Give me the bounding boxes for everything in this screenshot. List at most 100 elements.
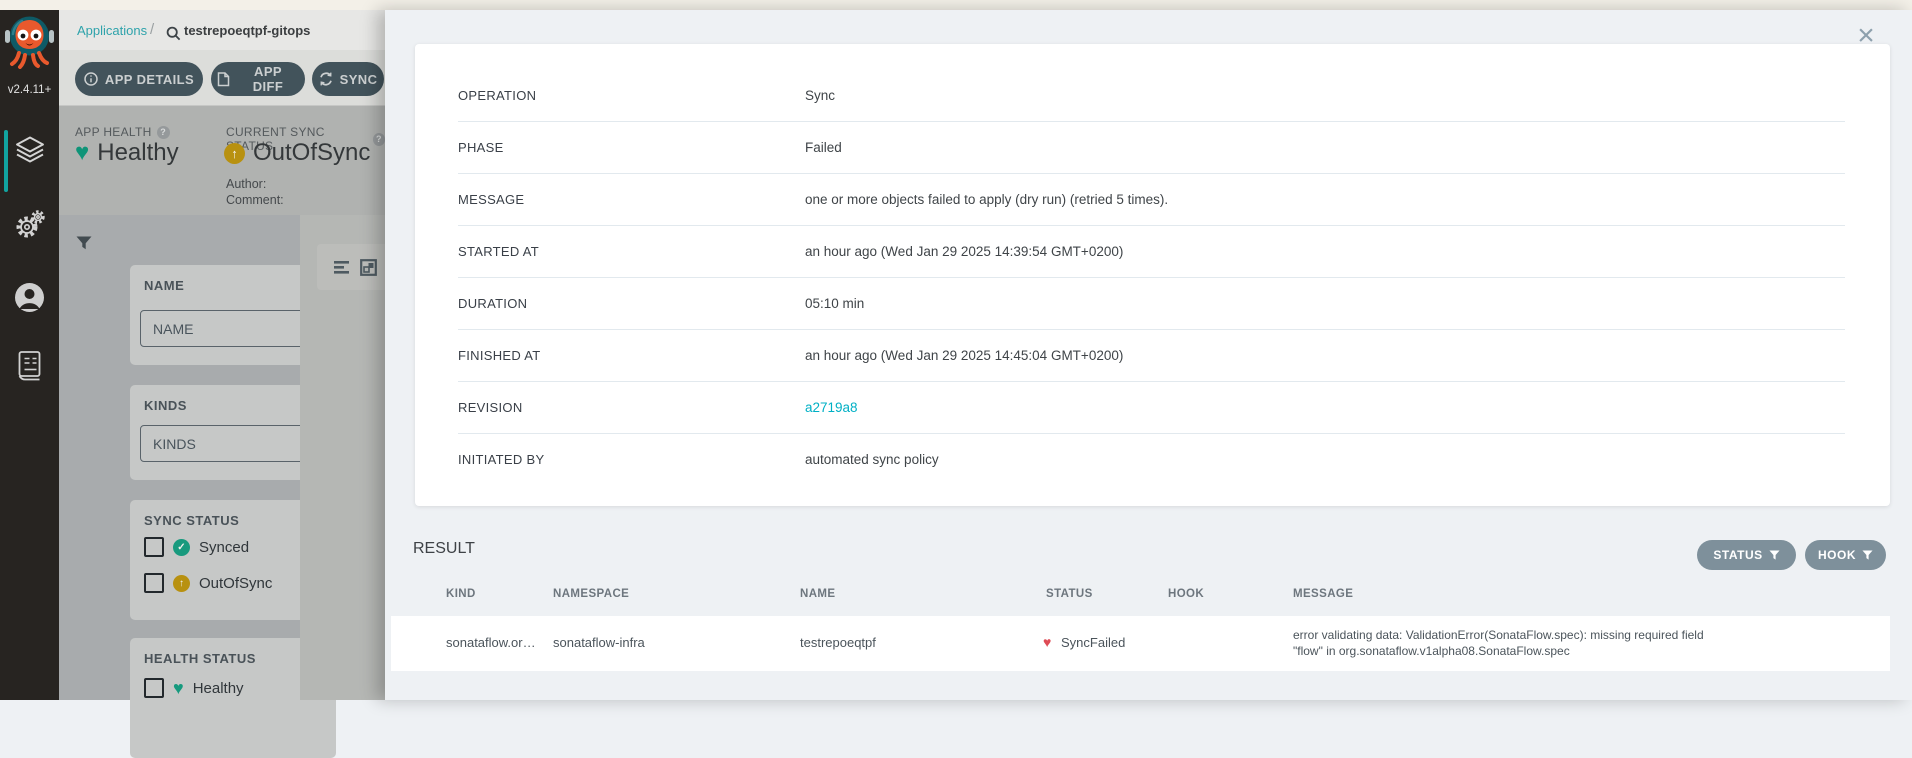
out-of-sync-arrow-icon: ↑ (224, 142, 245, 164)
healthy-label: Healthy (192, 679, 244, 697)
synced-check-icon: ✓ (173, 538, 190, 556)
network-view-icon[interactable] (360, 259, 377, 276)
active-nav-indicator (4, 130, 8, 192)
name-filter-input[interactable] (140, 310, 326, 347)
row-label: FINISHED AT (458, 348, 541, 363)
status-filter-label: STATUS (1713, 548, 1763, 562)
operation-summary-card: OPERATION Sync PHASE Failed MESSAGE one … (415, 44, 1890, 506)
version-label: v2.4.11+ (7, 84, 52, 96)
detail-row-operation: OPERATION Sync (458, 70, 1845, 122)
kinds-filter-input[interactable] (140, 425, 326, 462)
app-graph-area (300, 215, 385, 700)
sidebar-item-applications[interactable] (0, 136, 59, 164)
app-health-value: Healthy (97, 139, 179, 166)
healthy-checkbox[interactable] (144, 678, 164, 698)
app-details-button[interactable]: APP DETAILS (75, 62, 203, 96)
filter-item-healthy: ♥ Healthy 0 (144, 677, 322, 699)
search-icon (166, 26, 181, 41)
row-label: REVISION (458, 400, 523, 415)
sidebar-item-settings[interactable] (0, 208, 59, 240)
sync-status-filter-header: SYNC STATUS (144, 513, 240, 528)
breadcrumb-applications-link[interactable]: Applications (77, 23, 148, 38)
row-label: OPERATION (458, 88, 537, 103)
filters-sidebar: FILTERS NAME ▲ KINDS ▲ SYNC STATUS ▲ ✓ S… (59, 215, 336, 758)
file-icon (217, 71, 230, 87)
sidebar: v2.4.11+ (0, 10, 59, 700)
app-diff-button[interactable]: APP DIFF (211, 62, 305, 96)
funnel-icon (1769, 549, 1780, 561)
help-icon[interactable]: ? (372, 132, 385, 146)
healthy-heart-icon: ♥ (173, 678, 184, 698)
funnel-icon (1862, 549, 1873, 561)
detail-row-initiated-by: INITIATED BY automated sync policy (458, 434, 1845, 485)
outofsync-arrow-icon: ↑ (173, 574, 190, 592)
filter-item-synced: ✓ Synced 0 (144, 536, 322, 558)
sync-arrows-icon (319, 72, 333, 86)
sidebar-item-user[interactable] (0, 282, 59, 313)
synced-label: Synced (199, 538, 250, 556)
hook-filter-label: HOOK (1818, 548, 1856, 562)
status-filter-button[interactable]: STATUS (1697, 540, 1796, 570)
cell-message: error validating data: ValidationError(S… (1293, 627, 1704, 659)
column-header-hook: HOOK (1168, 588, 1205, 600)
info-icon (84, 72, 98, 86)
column-header-message: MESSAGE (1293, 588, 1354, 600)
detail-row-started-at: STARTED AT an hour ago (Wed Jan 29 2025 … (458, 226, 1845, 278)
row-value: an hour ago (Wed Jan 29 2025 14:45:04 GM… (805, 348, 1124, 363)
cell-status: SyncFailed (1061, 635, 1126, 650)
app-status-panel: APP HEALTH ? ♥ Healthy CURRENT SYNC STAT… (59, 105, 385, 313)
breadcrumb-app-name: testrepoeqtpf-gitops (184, 23, 311, 38)
breadcrumb: Applications / testrepoeqtpf-gitops (59, 10, 385, 51)
cell-kind: sonataflow.or… (446, 635, 536, 650)
help-icon[interactable]: ? (156, 125, 170, 139)
result-section-title: RESULT (413, 540, 475, 557)
cell-namespace: sonataflow-infra (553, 635, 645, 650)
result-table-row[interactable] (391, 616, 1890, 671)
revision-link[interactable]: a2719a8 (805, 400, 858, 415)
row-label: MESSAGE (458, 192, 525, 207)
row-label: INITIATED BY (458, 452, 545, 467)
filter-funnel-icon (76, 236, 92, 250)
hook-filter-button[interactable]: HOOK (1805, 540, 1886, 570)
graph-view-controls (317, 244, 395, 290)
detail-row-phase: PHASE Failed (458, 122, 1845, 174)
kinds-filter-header: KINDS (144, 398, 187, 413)
row-label: STARTED AT (458, 244, 540, 259)
row-value: automated sync policy (805, 452, 939, 467)
app-details-label: APP DETAILS (104, 71, 195, 87)
outofsync-checkbox[interactable] (144, 573, 164, 593)
detail-row-duration: DURATION 05:10 min (458, 278, 1845, 330)
author-label: Author: (226, 177, 267, 191)
app-health-label: APP HEALTH (75, 125, 152, 139)
gear-icon (14, 208, 46, 240)
argocd-logo (5, 13, 54, 69)
sync-button[interactable]: SYNC (312, 62, 384, 96)
row-label: PHASE (458, 140, 504, 155)
detail-row-revision: REVISION a2719a8 (458, 382, 1845, 434)
breadcrumb-separator: / (150, 21, 155, 38)
outofsync-label: OutOfSync (199, 574, 273, 592)
row-value: 05:10 min (805, 296, 865, 311)
column-header-kind: KIND (446, 588, 476, 600)
healthy-heart-icon: ♥ (75, 139, 90, 166)
column-header-name: NAME (800, 588, 836, 600)
filter-item-outofsync: ↑ OutOfSync 1 (144, 572, 322, 594)
list-view-icon[interactable] (334, 261, 350, 274)
health-status-filter-header: HEALTH STATUS (144, 651, 256, 666)
detail-row-finished-at: FINISHED AT an hour ago (Wed Jan 29 2025… (458, 330, 1845, 382)
detail-row-message: MESSAGE one or more objects failed to ap… (458, 174, 1845, 226)
message-line-1: error validating data: ValidationError(S… (1293, 628, 1704, 642)
row-value: Sync (805, 88, 836, 103)
name-filter-header: NAME (144, 278, 185, 293)
row-value: one or more objects failed to apply (dry… (805, 192, 1169, 207)
row-label: DURATION (458, 296, 528, 311)
top-strip (0, 0, 1912, 10)
sidebar-item-docs[interactable] (0, 350, 59, 381)
documentation-book-icon (16, 350, 43, 381)
sync-failed-heart-icon: ♥ (1043, 634, 1052, 650)
close-icon[interactable]: × (1857, 19, 1875, 52)
synced-checkbox[interactable] (144, 537, 164, 557)
sync-label: SYNC (339, 71, 378, 87)
column-header-status: STATUS (1046, 588, 1093, 600)
comment-label: Comment: (226, 193, 284, 207)
